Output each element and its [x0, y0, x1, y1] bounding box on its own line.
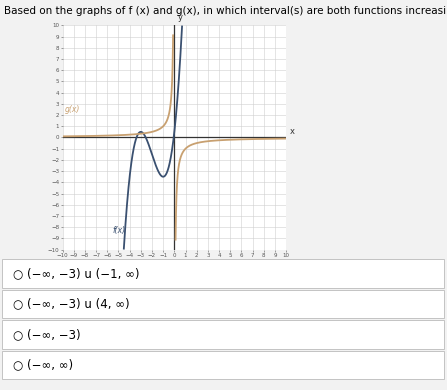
Text: ○ (−∞, −3) u (4, ∞): ○ (−∞, −3) u (4, ∞) — [13, 298, 130, 310]
Text: x: x — [290, 128, 295, 136]
Text: Based on the graphs of f (x) and g(x), in which interval(s) are both functions i: Based on the graphs of f (x) and g(x), i… — [4, 6, 447, 16]
Text: ○ (−∞, ∞): ○ (−∞, ∞) — [13, 358, 74, 371]
Text: f(x): f(x) — [113, 226, 126, 235]
Text: ○ (−∞, −3) u (−1, ∞): ○ (−∞, −3) u (−1, ∞) — [13, 267, 140, 280]
Text: g(x): g(x) — [65, 105, 80, 114]
Text: ○ (−∞, −3): ○ (−∞, −3) — [13, 328, 81, 341]
Text: y: y — [177, 13, 183, 22]
